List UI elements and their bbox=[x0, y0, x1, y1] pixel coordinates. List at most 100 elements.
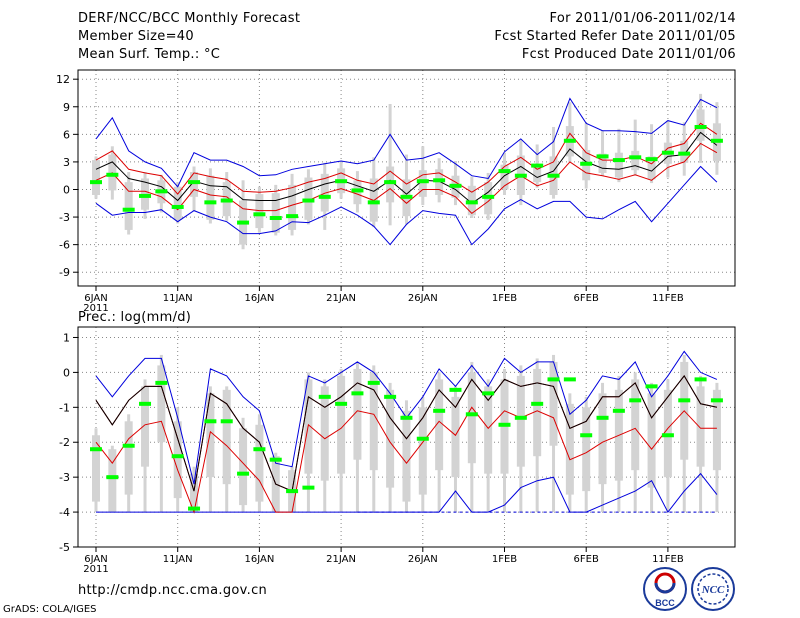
median-marker bbox=[563, 377, 576, 382]
median-marker bbox=[351, 391, 364, 396]
box bbox=[222, 389, 231, 485]
median-marker bbox=[710, 398, 723, 403]
box bbox=[173, 186, 182, 220]
median-marker bbox=[139, 193, 152, 198]
outer-lower-line bbox=[95, 165, 718, 246]
median-marker bbox=[139, 401, 152, 406]
box bbox=[92, 160, 100, 196]
box bbox=[533, 165, 542, 183]
median-marker bbox=[269, 457, 282, 462]
median-marker bbox=[171, 454, 184, 459]
median-marker bbox=[237, 471, 250, 476]
box bbox=[418, 170, 427, 197]
median-marker bbox=[253, 212, 266, 217]
median-marker bbox=[612, 408, 625, 413]
box bbox=[369, 372, 378, 471]
median-marker bbox=[367, 200, 380, 205]
box bbox=[255, 424, 264, 502]
median-marker bbox=[155, 380, 168, 385]
bcc-logo-text: BCC bbox=[655, 598, 675, 608]
median-marker bbox=[678, 151, 691, 156]
box bbox=[614, 152, 623, 178]
box bbox=[386, 166, 395, 203]
y-tick-label: 0 bbox=[63, 183, 70, 196]
median-marker bbox=[580, 433, 593, 438]
x-tick-label: 1FEB bbox=[492, 554, 517, 565]
mean-line bbox=[95, 375, 718, 492]
box bbox=[124, 421, 133, 495]
median-marker bbox=[351, 188, 364, 193]
median-marker bbox=[580, 161, 593, 166]
median-marker bbox=[122, 443, 135, 448]
median-marker bbox=[90, 447, 102, 452]
box bbox=[190, 172, 199, 197]
y-tick-label: -1 bbox=[59, 401, 70, 414]
box bbox=[239, 428, 248, 506]
median-marker bbox=[596, 415, 609, 420]
footer-url[interactable]: http://cmdp.ncc.cma.gov.cn bbox=[78, 583, 268, 598]
median-marker bbox=[498, 169, 511, 174]
x-tick-label: 6FEB bbox=[574, 293, 599, 304]
median-marker bbox=[220, 419, 233, 424]
x-tick-label: 1FEB bbox=[492, 293, 517, 304]
median-marker bbox=[367, 380, 380, 385]
median-marker bbox=[269, 215, 282, 220]
median-marker bbox=[384, 180, 397, 185]
median-marker bbox=[335, 401, 348, 406]
box bbox=[582, 407, 591, 492]
median-marker bbox=[465, 200, 478, 205]
median-marker bbox=[188, 506, 201, 511]
median-marker bbox=[661, 150, 674, 155]
median-marker bbox=[547, 377, 560, 382]
median-marker bbox=[547, 173, 560, 178]
x-tick-label: 11JAN bbox=[163, 293, 193, 304]
y-tick-label: -2 bbox=[59, 436, 70, 449]
median-marker bbox=[482, 194, 495, 199]
header-title: DERF/NCC/BCC Monthly Forecast bbox=[78, 11, 301, 26]
median-marker bbox=[302, 198, 315, 203]
x-tick-label: 11FEB bbox=[652, 293, 684, 304]
x-tick-label: 11JAN bbox=[163, 554, 193, 565]
median-marker bbox=[563, 138, 576, 143]
median-marker bbox=[596, 154, 609, 159]
y-tick-label: 12 bbox=[56, 73, 70, 86]
y-tick-label: 3 bbox=[63, 156, 70, 169]
median-marker bbox=[694, 124, 707, 129]
median-marker bbox=[90, 180, 102, 185]
outer-upper-line bbox=[95, 97, 718, 188]
box bbox=[141, 386, 150, 467]
median-marker bbox=[416, 436, 429, 441]
median-marker bbox=[335, 179, 348, 184]
box bbox=[451, 396, 460, 478]
plot-frame bbox=[77, 69, 736, 287]
box bbox=[173, 421, 182, 499]
box bbox=[190, 473, 199, 513]
median-marker bbox=[433, 408, 446, 413]
grads-credit: GrADS: COLA/IGES bbox=[3, 604, 97, 615]
median-marker bbox=[302, 485, 315, 490]
y-tick-label: -5 bbox=[59, 541, 70, 554]
box bbox=[108, 449, 117, 513]
box bbox=[598, 393, 607, 485]
median-marker bbox=[465, 412, 478, 417]
median-marker bbox=[106, 172, 119, 177]
median-marker bbox=[204, 419, 217, 424]
y-tick-label: 1 bbox=[63, 331, 70, 344]
median-marker bbox=[629, 155, 642, 160]
box bbox=[271, 193, 280, 233]
header-started-date: Fcst Started Refer Date 2011/01/05 bbox=[494, 29, 736, 44]
median-marker bbox=[286, 489, 299, 494]
x-tick-label: 16JAN bbox=[244, 293, 274, 304]
ncc-logo: NCC bbox=[691, 567, 735, 611]
header-forecast-period: For 2011/01/06-2011/02/14 bbox=[549, 11, 736, 26]
bcc-logo: BCC bbox=[643, 567, 687, 611]
median-marker bbox=[155, 189, 168, 194]
median-marker bbox=[449, 183, 462, 188]
y-tick-label: 0 bbox=[63, 366, 70, 379]
x-tick-label: 26JAN bbox=[408, 554, 438, 565]
x-tick-label: 21JAN bbox=[326, 293, 356, 304]
box bbox=[500, 164, 509, 190]
whisker bbox=[388, 104, 392, 226]
